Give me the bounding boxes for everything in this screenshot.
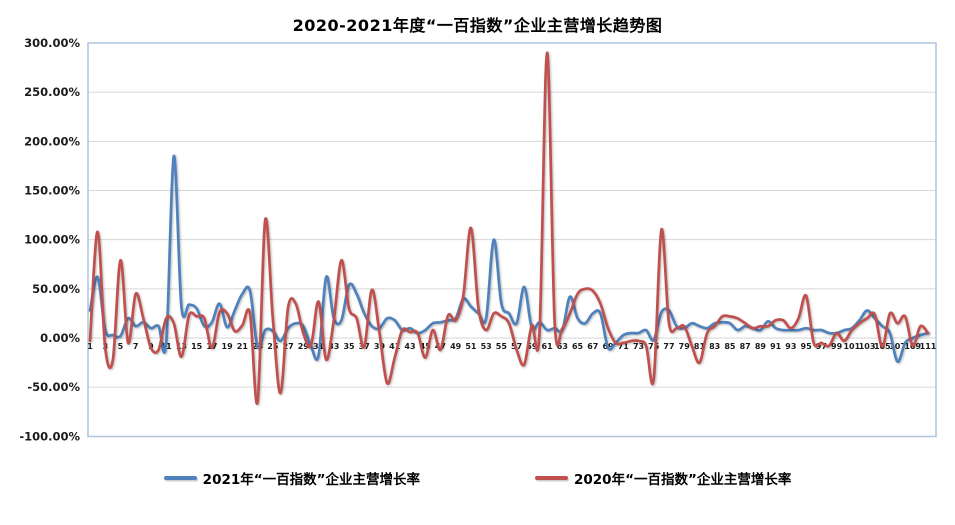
x-axis-tick-label: 97 [816, 342, 827, 351]
x-axis-tick-label: 71 [618, 342, 630, 351]
y-axis-tick-label: 150.00% [24, 184, 80, 198]
y-axis-tick-label: -100.00% [19, 429, 80, 443]
x-axis-tick-label: 65 [572, 342, 584, 351]
y-axis-tick-label: 300.00% [24, 36, 80, 50]
y-axis-tick-label: 100.00% [24, 233, 80, 247]
x-axis-tick-label: 83 [709, 342, 720, 351]
x-axis-tick-label: 21 [237, 342, 249, 351]
y-axis-tick-label: 250.00% [24, 85, 80, 99]
x-axis-tick-label: 63 [557, 342, 568, 351]
trend-line-chart: 300.00%250.00%200.00%150.00%100.00%50.00… [19, 36, 937, 443]
x-axis-tick-label: 7 [133, 342, 139, 351]
legend-item-2021: 2021年“一百指数”企业主营增长率 [163, 468, 420, 488]
x-axis-tick-label: 79 [679, 342, 691, 351]
legend-label-2021: 2021年“一百指数”企业主营增长率 [202, 472, 420, 488]
y-axis-tick-label: 0.00% [40, 331, 80, 345]
x-axis-tick-label: 5 [118, 342, 124, 351]
x-axis-tick-label: 81 [694, 342, 706, 351]
x-axis-tick-label: 27 [283, 342, 294, 351]
x-axis-tick-label: 95 [801, 342, 813, 351]
x-axis-tick-label: 25 [267, 342, 279, 351]
x-axis-tick-label: 99 [831, 342, 843, 351]
y-axis-tick-label: 50.00% [32, 282, 80, 296]
x-axis-tick-label: 61 [542, 342, 554, 351]
x-axis-tick-label: 101 [843, 342, 860, 351]
x-axis-tick-label: 19 [222, 342, 234, 351]
x-axis-tick-label: 33 [328, 342, 339, 351]
series-line-2020 [88, 51, 930, 405]
x-axis-tick-label: 75 [648, 342, 660, 351]
legend-label-2020: 2020年“一百指数”企业主营增长率 [574, 472, 792, 488]
chart-title: 2020-2021年度“一百指数”企业主营增长趋势图 [292, 16, 663, 35]
legend-line-sample-2021 [163, 476, 197, 480]
x-axis-tick-label: 13 [176, 342, 187, 351]
x-axis-tick-label: 53 [481, 342, 492, 351]
x-axis-tick-label: 85 [724, 342, 736, 351]
x-axis-tick-label: 59 [526, 342, 538, 351]
x-axis-tick-label: 87 [740, 342, 751, 351]
legend-line-sample-2020 [535, 476, 568, 480]
x-axis-tick-label: 29 [298, 342, 310, 351]
chart-legend: 2021年“一百指数”企业主营增长率 2020年“一百指数”企业主营增长率 [0, 468, 955, 488]
x-axis-tick-label: 93 [785, 342, 796, 351]
x-axis-tick-label: 77 [663, 342, 674, 351]
x-axis-tick-label: 15 [191, 342, 203, 351]
x-axis-tick-label: 73 [633, 342, 644, 351]
legend-item-2020: 2020年“一百指数”企业主营增长率 [535, 468, 791, 488]
x-axis-tick-label: 111 [920, 342, 937, 351]
y-axis-tick-label: -50.00% [27, 380, 80, 394]
x-axis-tick-label: 107 [889, 342, 906, 351]
x-axis-tick-label: 35 [343, 342, 355, 351]
x-axis-tick-label: 41 [389, 342, 401, 351]
x-axis-tick-label: 49 [450, 342, 462, 351]
x-axis-tick-label: 45 [420, 342, 432, 351]
x-axis-tick-label: 39 [374, 342, 386, 351]
plot-area-border [87, 42, 937, 438]
x-axis-tick-label: 51 [465, 342, 477, 351]
x-axis-tick-label: 55 [496, 342, 508, 351]
x-axis-tick-label: 67 [587, 342, 598, 351]
x-axis-tick-label: 43 [404, 342, 415, 351]
y-axis-tick-label: 200.00% [24, 134, 80, 148]
x-axis-tick-label: 103 [859, 342, 876, 351]
x-axis-tick-label: 91 [770, 342, 782, 351]
x-axis-tick-label: 1 [87, 342, 93, 351]
x-axis-tick-label: 89 [755, 342, 767, 351]
